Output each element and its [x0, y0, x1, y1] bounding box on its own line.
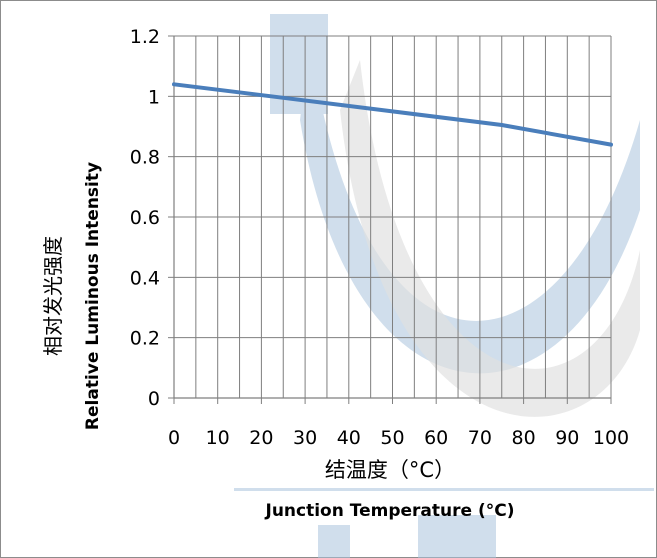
y-tick-label: 0.8 — [130, 147, 160, 169]
x-tick-label: 80 — [512, 427, 536, 449]
x-tick-label: 20 — [249, 427, 273, 449]
x-tick-label: 40 — [337, 427, 361, 449]
x-tick-labels: 0 10 20 30 40 50 60 70 80 90 100 — [168, 427, 629, 449]
x-tick-label: 30 — [293, 427, 317, 449]
y-tick-label: 1 — [148, 86, 160, 108]
grid-lines — [173, 35, 612, 399]
series-line-0 — [172, 82, 613, 147]
x-tick-label: 50 — [380, 427, 404, 449]
x-axis-label-cn: 结温度（°C） — [325, 458, 455, 482]
y-tick-label: 1.2 — [130, 26, 160, 48]
y-axis-label-cn: 相对发光强度 — [41, 236, 65, 356]
y-tick-label: 0.2 — [130, 328, 160, 350]
x-tick-label: 60 — [424, 427, 448, 449]
x-tick-label: 0 — [168, 427, 180, 449]
axes — [168, 35, 612, 404]
x-tick-label: 100 — [593, 427, 629, 449]
y-tick-label: 0.4 — [130, 267, 160, 289]
x-tick-label: 70 — [468, 427, 492, 449]
x-tick-label: 10 — [206, 427, 230, 449]
y-tick-label: 0.6 — [130, 207, 160, 229]
y-tick-labels: 0 0.2 0.4 0.6 0.8 1 1.2 — [130, 26, 160, 410]
y-tick-label: 0 — [148, 388, 160, 410]
series-layer — [172, 82, 613, 147]
y-axis-label-en: Relative Luminous Intensity — [83, 162, 103, 430]
x-axis-label-en: Junction Temperature (°C) — [265, 501, 515, 521]
x-tick-label: 90 — [555, 427, 579, 449]
